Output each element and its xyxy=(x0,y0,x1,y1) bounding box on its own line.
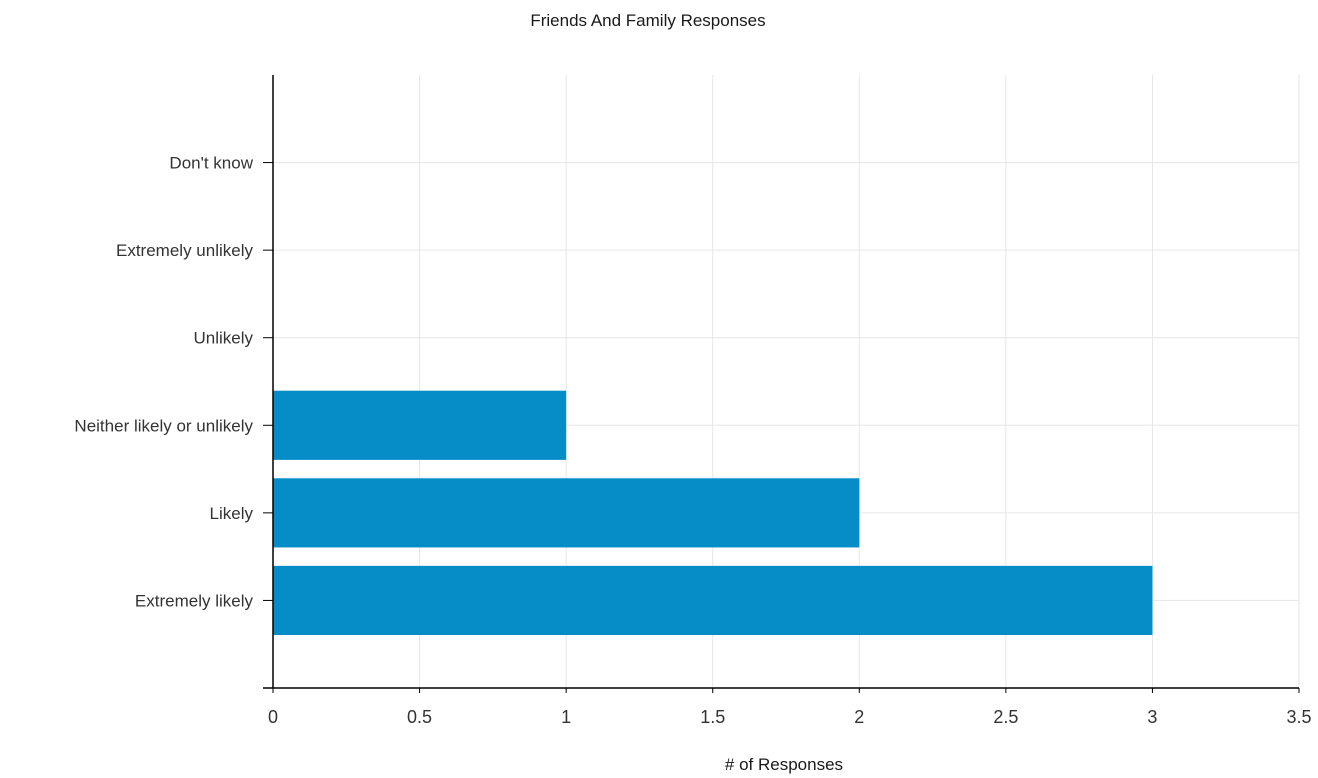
bars xyxy=(273,390,1153,636)
bar xyxy=(273,390,567,460)
x-axis-title: # of Responses xyxy=(725,755,843,774)
y-tick-label: Unlikely xyxy=(193,329,253,348)
x-tick-label: 3.5 xyxy=(1286,707,1311,727)
axes xyxy=(263,75,1300,693)
x-tick-label: 1.5 xyxy=(700,707,725,727)
y-tick-label: Neither likely or unlikely xyxy=(74,416,253,435)
bar xyxy=(273,478,860,548)
y-tick-label: Likely xyxy=(210,504,254,523)
x-tick-label: 3 xyxy=(1147,707,1157,727)
chart-title: Friends And Family Responses xyxy=(530,11,765,30)
x-tick-label: 2.5 xyxy=(993,707,1018,727)
tick-labels: 0 0.5 1 1.5 2 2.5 3 3.5 Don't know Extremely unli… xyxy=(74,154,1311,727)
bar xyxy=(273,565,1153,636)
y-tick-label: Don't know xyxy=(169,154,253,173)
x-tick-label: 1 xyxy=(561,707,571,727)
x-tick-label: 0 xyxy=(268,707,278,727)
x-tick-label: 0.5 xyxy=(407,707,432,727)
y-tick-label: Extremely unlikely xyxy=(116,241,253,260)
y-tick-label: Extremely likely xyxy=(135,591,254,610)
x-tick-label: 2 xyxy=(854,707,864,727)
